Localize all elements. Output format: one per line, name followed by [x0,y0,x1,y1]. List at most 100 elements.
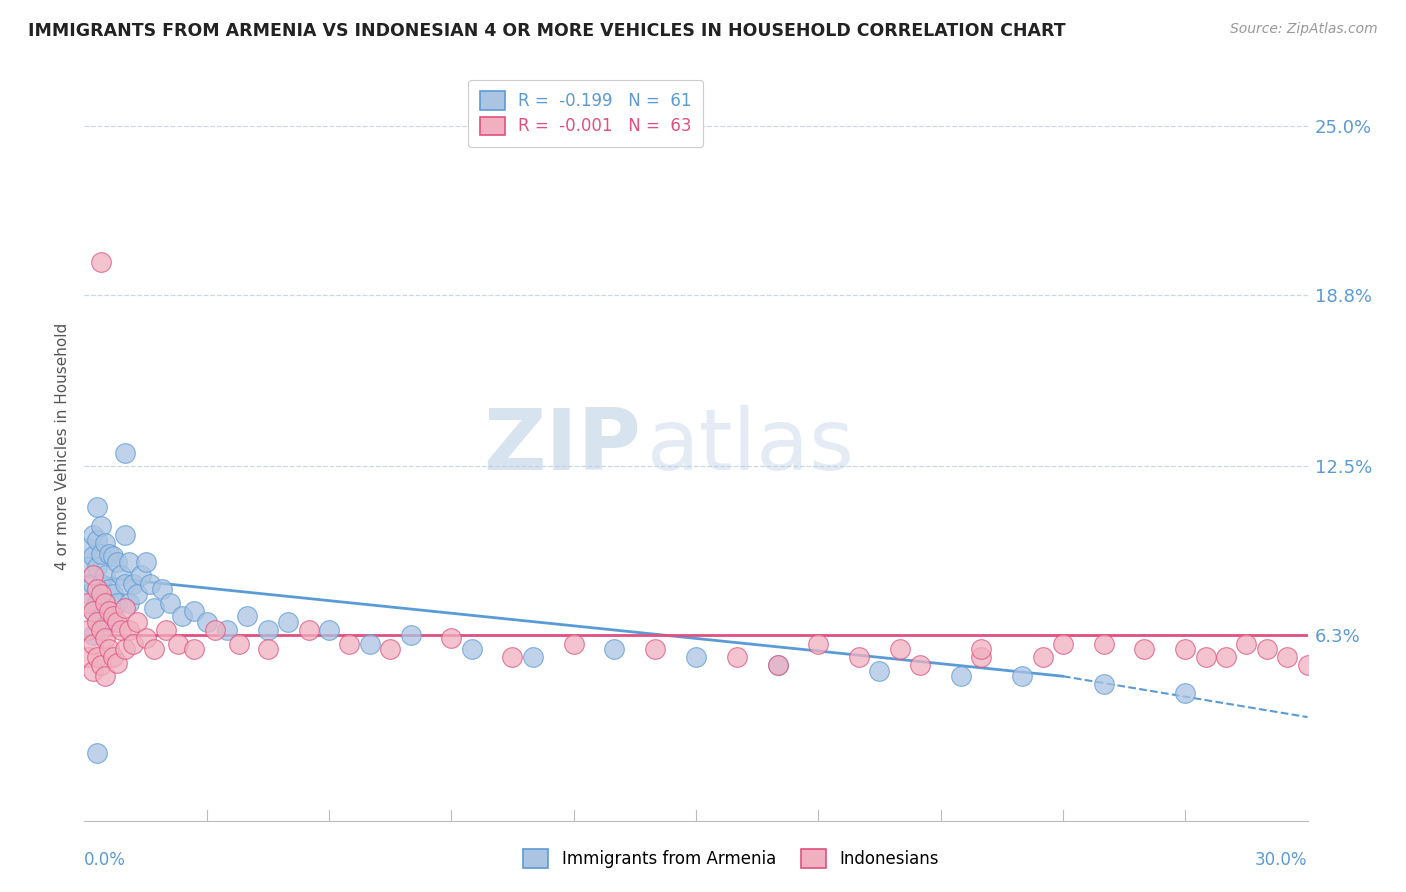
Point [86,500,108,515]
Point [257,642,280,657]
Point [90,658,112,673]
Point [127,587,149,601]
Point [318,623,340,637]
Point [77,587,100,601]
Point [236,609,259,624]
Point [142,601,165,615]
Text: IMMIGRANTS FROM ARMENIA VS INDONESIAN 4 OR MORE VEHICLES IN HOUSEHOLD CORRELATIO: IMMIGRANTS FROM ARMENIA VS INDONESIAN 4 … [28,22,1066,40]
Point [131,568,153,582]
Text: Source: ZipAtlas.com: Source: ZipAtlas.com [1230,22,1378,37]
Point [105,555,128,569]
Point [77,541,100,556]
Point [603,642,626,657]
Point [97,582,120,596]
Point [105,656,128,670]
Point [869,664,891,678]
Point [118,555,141,569]
Point [339,636,361,650]
Point [1236,636,1258,650]
Point [82,576,104,591]
Point [644,642,666,657]
Point [110,568,132,582]
Point [159,596,181,610]
Point [970,642,993,657]
Point [1032,650,1054,665]
Point [155,623,177,637]
Point [90,547,112,561]
Point [766,658,789,673]
Point [172,609,194,624]
Point [380,642,402,657]
Point [807,636,830,650]
Point [90,587,112,601]
Point [950,669,973,683]
Point [122,636,145,650]
Point [183,604,205,618]
Point [114,642,136,657]
Point [82,568,104,582]
Point [105,596,128,610]
Point [93,596,115,610]
Point [217,623,239,637]
Point [82,604,104,618]
Legend: Immigrants from Armenia, Indonesians: Immigrants from Armenia, Indonesians [517,843,945,875]
Point [114,601,136,615]
Point [562,636,585,650]
Point [970,650,993,665]
Point [228,636,250,650]
Point [97,615,120,629]
Point [1215,650,1237,665]
Point [77,596,100,610]
Point [114,576,136,591]
Point [359,636,381,650]
Point [93,568,115,582]
Point [1052,636,1074,650]
Point [101,587,124,601]
Point [1011,669,1033,683]
Point [127,615,149,629]
Point [101,650,124,665]
Point [97,547,120,561]
Point [97,604,120,618]
Point [1092,636,1115,650]
Legend: R =  -0.199   N =  61, R =  -0.001   N =  63: R = -0.199 N = 61, R = -0.001 N = 63 [468,79,703,147]
Point [257,623,280,637]
Point [86,596,108,610]
Point [1277,650,1299,665]
Point [90,519,112,533]
Point [97,642,120,657]
Point [135,555,157,569]
Point [183,642,205,657]
Point [1092,677,1115,691]
Point [105,615,128,629]
Point [82,664,104,678]
Point [77,650,100,665]
Point [150,582,173,596]
Text: 0.0%: 0.0% [84,851,127,869]
Point [848,650,870,665]
Point [82,549,104,564]
Point [86,615,108,629]
Point [725,650,748,665]
Point [93,604,115,618]
Point [90,623,112,637]
Point [195,615,218,629]
Point [1133,642,1156,657]
Point [1296,658,1319,673]
Point [1174,685,1197,699]
Point [118,623,141,637]
Point [1195,650,1218,665]
Point [110,623,132,637]
Point [138,576,160,591]
Text: ZIP: ZIP [484,404,641,488]
Point [204,623,226,637]
Point [93,669,115,683]
Point [522,650,544,665]
Point [114,527,136,541]
Point [766,658,789,673]
Y-axis label: 4 or more Vehicles in Household: 4 or more Vehicles in Household [55,322,70,570]
Point [889,642,911,657]
Point [114,446,136,460]
Point [86,650,108,665]
Point [277,615,299,629]
